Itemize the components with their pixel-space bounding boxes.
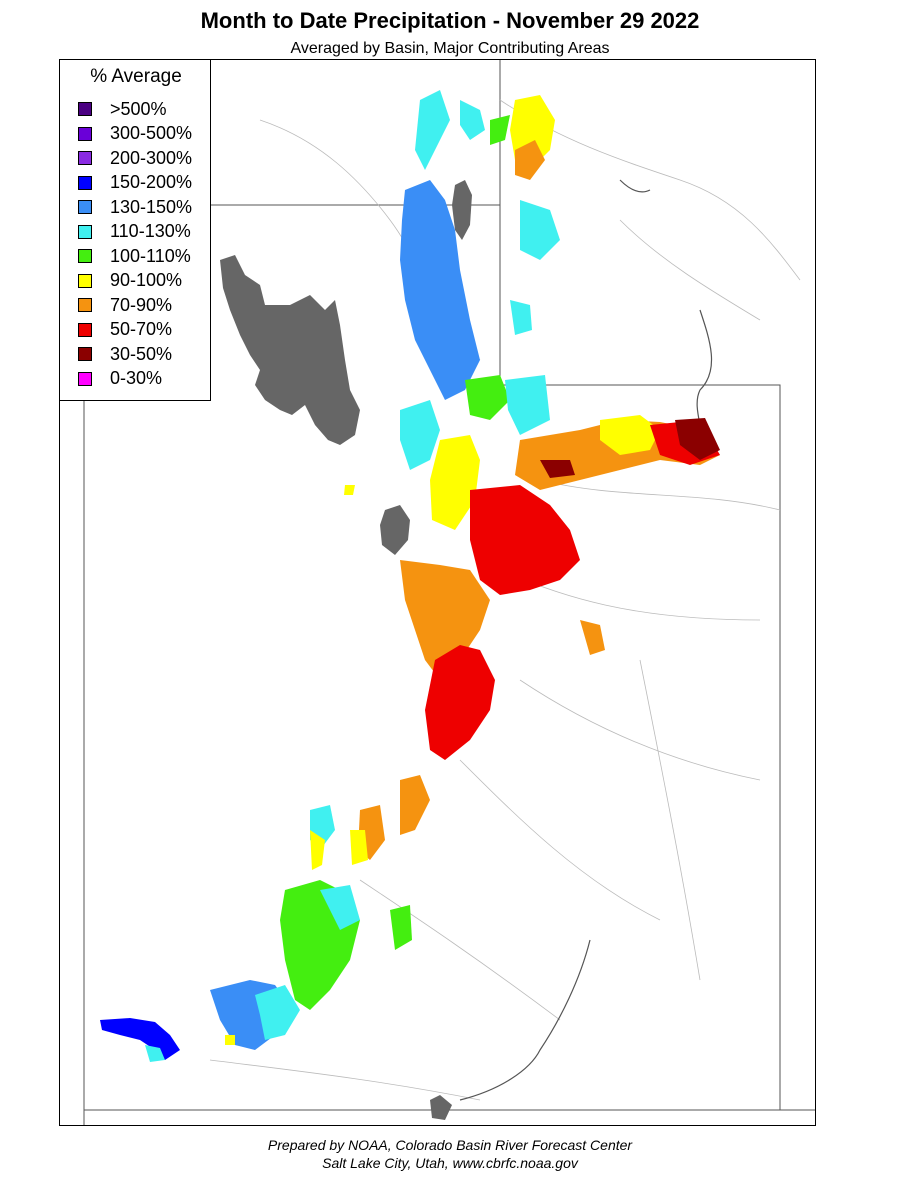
legend-swatch bbox=[78, 347, 92, 361]
legend-label: 130-150% bbox=[110, 196, 193, 217]
map-title: Month to Date Precipitation - November 2… bbox=[200, 8, 700, 33]
legend-label: 100-110% bbox=[110, 245, 191, 266]
utah-colorado-border bbox=[500, 384, 781, 1110]
legend-label: >500% bbox=[110, 98, 167, 119]
legend: % Average >500% 300-500% 200-300% 150-200% 1… bbox=[59, 59, 211, 401]
legend-swatch bbox=[78, 151, 92, 165]
bear-lake bbox=[452, 180, 472, 240]
legend-label: 300-500% bbox=[110, 123, 193, 143]
legend-item: 0-30% bbox=[78, 368, 162, 390]
legend-item: 110-130% bbox=[78, 221, 191, 243]
legend-item: >500% bbox=[78, 98, 167, 120]
legend-item: 100-110% bbox=[78, 245, 191, 267]
legend-item: 70-90% bbox=[78, 294, 172, 316]
legend-label: 70-90% bbox=[110, 294, 173, 315]
legend-swatch bbox=[78, 102, 92, 116]
legend-swatch bbox=[78, 175, 92, 190]
lake-powell-south bbox=[430, 1095, 452, 1120]
legend-swatch bbox=[78, 322, 92, 337]
legend-swatch bbox=[78, 249, 92, 263]
legend-label: 30-50% bbox=[110, 343, 173, 364]
legend-swatch bbox=[78, 298, 92, 312]
legend-swatch bbox=[78, 126, 92, 141]
legend-item: 90-100% bbox=[78, 270, 182, 292]
legend-item: 200-300% bbox=[78, 147, 192, 169]
map-area bbox=[59, 59, 816, 1126]
basin-map bbox=[83, 60, 815, 1125]
legend-item: 150-200% bbox=[78, 172, 192, 194]
legend-label: 150-200% bbox=[110, 172, 193, 192]
state-borders bbox=[83, 60, 815, 1125]
legend-item: 50-70% bbox=[78, 319, 172, 341]
legend-label: 90-100% bbox=[110, 270, 183, 290]
legend-label: 110-130% bbox=[110, 221, 191, 241]
precip-regions bbox=[100, 90, 720, 1062]
footer-credit: Prepared by NOAA, Colorado Basin River F… bbox=[267, 1137, 633, 1153]
map-subtitle: Averaged by Basin, Major Contributing Ar… bbox=[290, 40, 610, 57]
footer-location: Salt Lake City, Utah, www.cbrfc.noaa.gov bbox=[322, 1155, 578, 1171]
legend-swatch bbox=[78, 224, 92, 239]
great-salt-lake bbox=[220, 255, 360, 445]
legend-item: 30-50% bbox=[78, 343, 172, 365]
legend-swatch bbox=[78, 200, 92, 214]
legend-swatch bbox=[78, 371, 92, 386]
legend-swatch bbox=[78, 273, 92, 288]
legend-label: 0-30% bbox=[110, 368, 163, 388]
legend-item: 300-500% bbox=[78, 123, 192, 145]
legend-label: 200-300% bbox=[110, 147, 193, 168]
lakes bbox=[220, 180, 472, 1120]
legend-label: 50-70% bbox=[110, 319, 173, 339]
legend-title: % Average bbox=[90, 66, 182, 87]
utah-lake bbox=[380, 505, 410, 555]
legend-item: 130-150% bbox=[78, 196, 192, 218]
